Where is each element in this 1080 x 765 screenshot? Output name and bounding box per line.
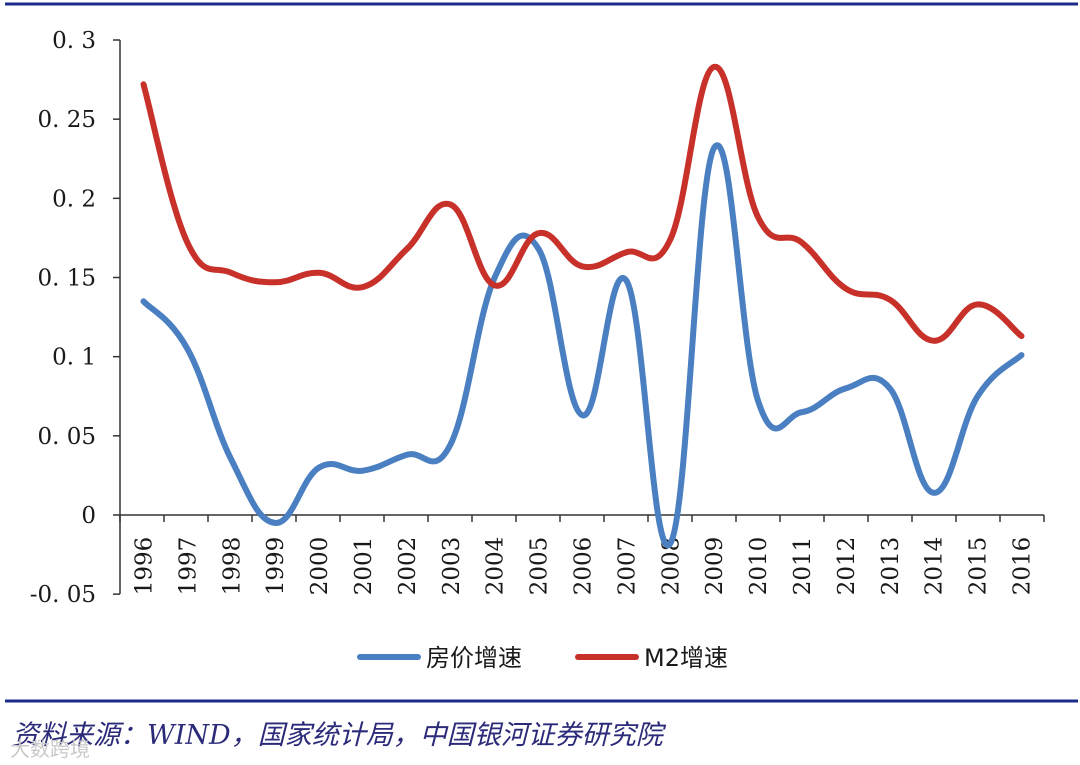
x-tick-label: 2007 [614,537,640,596]
x-tick-label: 2013 [878,537,904,596]
legend-label: 房价增速 [426,644,522,672]
y-tick-label: 0. 1 [52,345,96,371]
x-tick-label: 2003 [439,537,465,596]
x-tick-label: 2000 [307,537,333,596]
x-tick-label: 2009 [702,537,728,596]
y-axis: 0. 3 0. 25 0. 2 0. 15 0. 1 0. 05 0 -0. 05 [30,28,121,608]
x-tick-label: 2001 [351,537,377,596]
legend: 房价增速 M2增速 [357,644,728,672]
legend-label: M2增速 [644,644,728,672]
x-tick-label: 1997 [175,537,201,596]
series-line-1 [140,63,1025,344]
x-tick-label: 2010 [746,537,772,596]
series-line-0 [140,142,1025,549]
x-tick-label: 1996 [132,537,158,596]
series-layer [140,63,1025,549]
y-tick-label: 0. 3 [52,28,96,54]
x-tick-label: 2006 [571,537,597,596]
y-tick-label: 0. 05 [37,424,96,450]
y-tick-label: 0. 2 [52,186,96,212]
y-tick-label: 0. 25 [37,107,96,133]
x-tick-label: 2002 [395,537,421,596]
x-tick-label: 1998 [219,537,245,596]
x-tick-label: 2016 [1010,537,1036,596]
x-tick-label: 2004 [483,537,509,596]
x-tick-label: 2011 [790,537,816,596]
x-tick-label: 1999 [263,537,289,596]
x-tick-label: 2015 [966,537,992,596]
y-tick-label: 0 [81,503,96,529]
y-tick-label: -0. 05 [30,582,96,608]
x-tick-label: 2005 [527,537,553,596]
y-tick-label: 0. 15 [37,266,96,292]
x-axis: 1996 1997 1998 1999 2000 2001 2002 2003 2004 2005… [119,514,1045,596]
watermark: 大数跨境 [10,737,90,761]
x-tick-label: 2014 [922,537,948,596]
x-tick-label: 2012 [834,537,860,596]
source-note: 资料来源：WIND，国家统计局，中国银河证券研究院 [12,720,663,751]
